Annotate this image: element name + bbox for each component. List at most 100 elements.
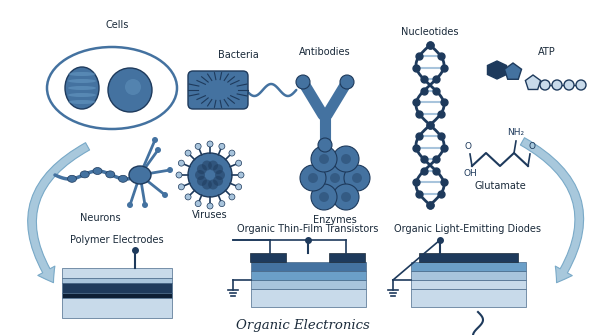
Circle shape [319, 192, 329, 202]
Text: OH: OH [463, 169, 477, 178]
Circle shape [322, 165, 348, 191]
Text: Polymer Electrodes: Polymer Electrodes [70, 235, 164, 245]
Circle shape [202, 160, 212, 171]
Bar [251, 280, 366, 289]
Ellipse shape [68, 79, 96, 83]
Circle shape [352, 173, 362, 183]
Text: O: O [465, 142, 471, 151]
Ellipse shape [68, 100, 96, 104]
Bar [62, 278, 172, 283]
Circle shape [564, 80, 574, 90]
Ellipse shape [68, 86, 96, 90]
Bar [250, 253, 286, 262]
Polygon shape [504, 63, 522, 79]
Circle shape [319, 109, 331, 121]
Bar [251, 262, 366, 271]
Ellipse shape [65, 67, 99, 109]
Circle shape [311, 184, 337, 210]
Circle shape [125, 79, 141, 95]
Circle shape [208, 180, 218, 190]
Circle shape [127, 202, 133, 208]
Ellipse shape [106, 171, 115, 178]
Circle shape [185, 194, 191, 200]
Text: ATP: ATP [538, 47, 556, 57]
Circle shape [340, 75, 354, 89]
Circle shape [178, 184, 184, 190]
Ellipse shape [119, 175, 127, 182]
Ellipse shape [68, 93, 96, 97]
Ellipse shape [67, 175, 76, 182]
FancyArrowPatch shape [521, 138, 584, 283]
Circle shape [219, 143, 225, 149]
Polygon shape [487, 61, 507, 79]
Circle shape [330, 173, 340, 183]
Bar [411, 280, 526, 289]
Circle shape [229, 150, 235, 156]
Circle shape [142, 202, 148, 208]
Circle shape [319, 154, 329, 164]
Circle shape [195, 143, 201, 149]
Circle shape [344, 165, 370, 191]
Circle shape [341, 154, 351, 164]
Text: Glutamate: Glutamate [474, 181, 526, 191]
FancyArrowPatch shape [28, 143, 90, 283]
Text: Bacteria: Bacteria [218, 50, 258, 60]
Circle shape [167, 167, 173, 173]
Circle shape [208, 160, 218, 171]
Circle shape [197, 176, 207, 186]
Circle shape [333, 146, 359, 172]
Circle shape [195, 170, 205, 180]
Ellipse shape [93, 168, 102, 175]
Circle shape [202, 180, 212, 190]
Bar [251, 289, 366, 307]
Polygon shape [525, 75, 541, 89]
Circle shape [341, 192, 351, 202]
Text: Enzymes: Enzymes [313, 215, 357, 225]
Bar [62, 268, 172, 278]
Ellipse shape [80, 171, 89, 178]
Text: O: O [528, 142, 536, 151]
Circle shape [213, 164, 223, 174]
Bar [251, 271, 366, 280]
Text: Antibodies: Antibodies [299, 47, 351, 57]
Ellipse shape [68, 72, 96, 76]
Circle shape [176, 172, 182, 178]
Bar [419, 253, 518, 262]
Circle shape [197, 164, 207, 174]
Circle shape [552, 80, 562, 90]
Bar [62, 293, 172, 298]
FancyBboxPatch shape [188, 71, 248, 109]
Circle shape [152, 137, 158, 143]
Circle shape [219, 201, 225, 207]
Circle shape [207, 203, 213, 209]
Circle shape [195, 201, 201, 207]
Text: Organic Light-Emitting Diodes: Organic Light-Emitting Diodes [395, 224, 542, 234]
Circle shape [215, 170, 225, 180]
Bar [62, 298, 172, 318]
Bar [411, 271, 526, 280]
Circle shape [236, 184, 242, 190]
Text: Viruses: Viruses [192, 210, 228, 220]
Bar [62, 283, 172, 293]
Circle shape [213, 176, 223, 186]
Circle shape [311, 146, 337, 172]
FancyArrowPatch shape [28, 143, 90, 283]
Circle shape [318, 138, 332, 152]
Circle shape [162, 192, 168, 198]
Text: Neurons: Neurons [79, 213, 121, 223]
Circle shape [185, 150, 191, 156]
Text: Organic Electronics: Organic Electronics [236, 319, 370, 332]
Text: Cells: Cells [105, 20, 128, 30]
Circle shape [238, 172, 244, 178]
Circle shape [300, 165, 326, 191]
Text: NH₂: NH₂ [507, 128, 525, 137]
Bar [411, 262, 526, 271]
Circle shape [296, 75, 310, 89]
Bar [329, 253, 365, 262]
Circle shape [308, 173, 318, 183]
Ellipse shape [129, 166, 151, 184]
Circle shape [229, 194, 235, 200]
Text: Nucleotides: Nucleotides [401, 27, 459, 37]
Circle shape [108, 68, 152, 112]
Circle shape [188, 153, 232, 197]
